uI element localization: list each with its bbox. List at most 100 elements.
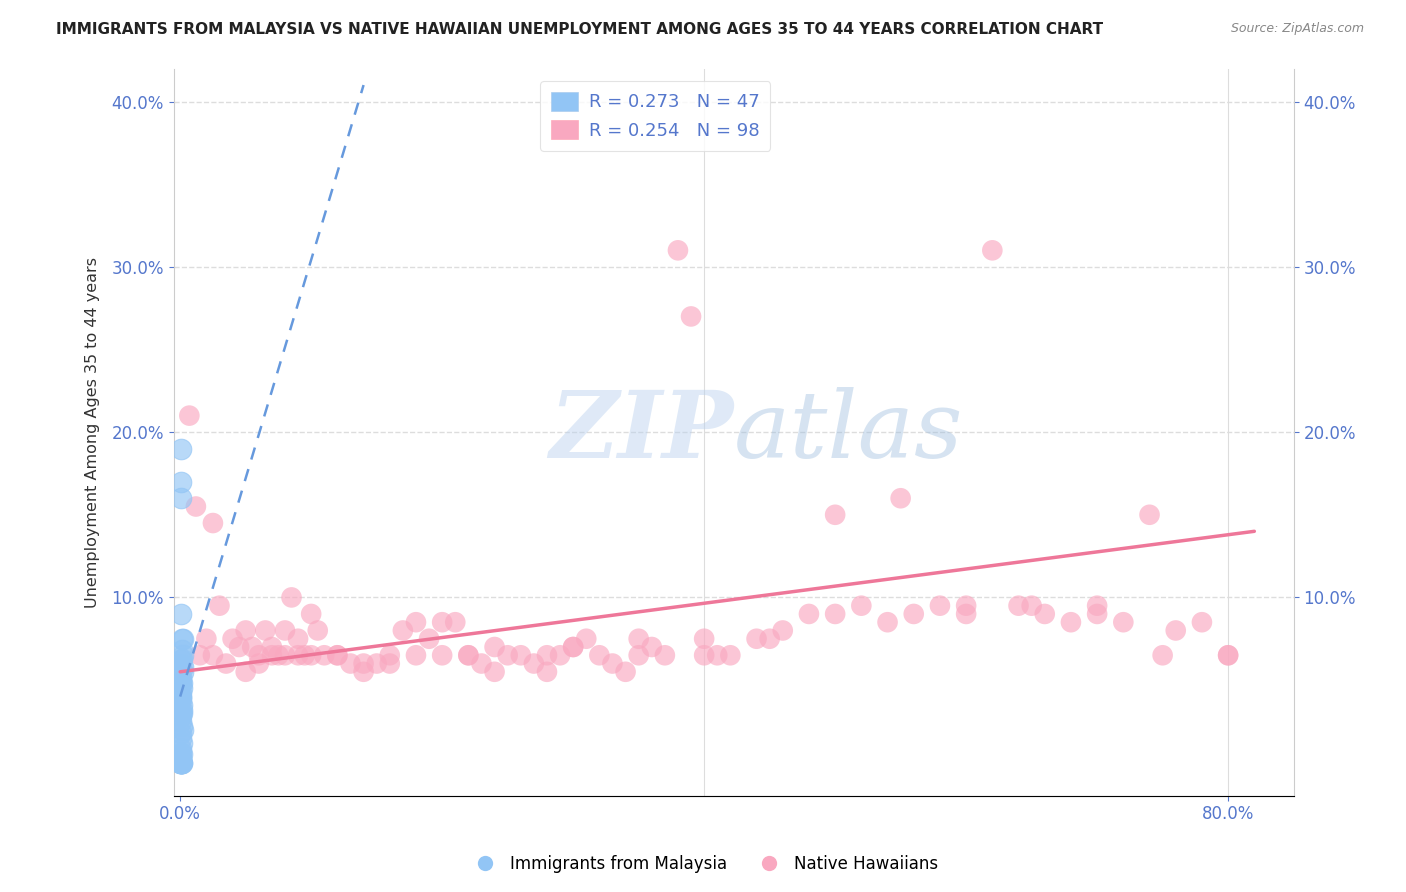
Y-axis label: Unemployment Among Ages 35 to 44 years: Unemployment Among Ages 35 to 44 years [86, 257, 100, 607]
Point [666, 244, 689, 258]
Point [170, 756, 193, 770]
Point [260, 648, 283, 663]
Point [274, 624, 297, 638]
Point [1060, 615, 1083, 630]
Point [772, 624, 794, 638]
Point [208, 599, 231, 613]
Point [536, 665, 558, 679]
Point [179, 409, 201, 423]
Text: atlas: atlas [734, 387, 963, 477]
Point [235, 624, 257, 638]
Point [457, 648, 479, 663]
Point [247, 648, 270, 663]
Point [172, 632, 194, 646]
Point [797, 607, 820, 621]
Point [172, 660, 194, 674]
Point [824, 607, 846, 621]
Point [1085, 607, 1108, 621]
Point [430, 648, 453, 663]
Point [1164, 624, 1187, 638]
Point [172, 736, 194, 750]
Point [170, 651, 193, 665]
Point [392, 624, 415, 638]
Point [353, 657, 375, 671]
Point [170, 706, 193, 720]
Point [353, 665, 375, 679]
Point [170, 746, 193, 760]
Point [509, 648, 531, 663]
Point [170, 756, 193, 770]
Point [287, 632, 309, 646]
Point [378, 657, 401, 671]
Point [366, 657, 388, 671]
Point [170, 686, 193, 700]
Point [378, 648, 401, 663]
Point [706, 648, 728, 663]
Point [195, 632, 218, 646]
Point [339, 657, 361, 671]
Point [170, 698, 193, 712]
Point [718, 648, 741, 663]
Point [1112, 615, 1135, 630]
Point [240, 640, 263, 654]
Point [955, 599, 977, 613]
Point [172, 632, 194, 646]
Point [693, 648, 716, 663]
Point [184, 500, 207, 514]
Point [169, 756, 191, 770]
Point [201, 516, 224, 530]
Point [326, 648, 349, 663]
Point [172, 723, 194, 737]
Point [170, 676, 193, 690]
Point [1191, 615, 1213, 630]
Point [260, 640, 283, 654]
Point [1216, 648, 1239, 663]
Point [562, 640, 585, 654]
Point [484, 665, 506, 679]
Point [1139, 508, 1161, 522]
Legend: Immigrants from Malaysia, Native Hawaiians: Immigrants from Malaysia, Native Hawaiia… [461, 848, 945, 880]
Point [614, 665, 637, 679]
Point [1007, 599, 1029, 613]
Point [172, 703, 194, 717]
Point [536, 648, 558, 663]
Point [627, 648, 650, 663]
Point [602, 657, 624, 671]
Text: IMMIGRANTS FROM MALAYSIA VS NATIVE HAWAIIAN UNEMPLOYMENT AMONG AGES 35 TO 44 YEA: IMMIGRANTS FROM MALAYSIA VS NATIVE HAWAI… [56, 22, 1104, 37]
Point [299, 648, 322, 663]
Point [170, 706, 193, 720]
Point [824, 508, 846, 522]
Point [228, 640, 250, 654]
Point [299, 607, 322, 621]
Point [170, 653, 193, 667]
Point [169, 756, 191, 770]
Point [170, 690, 193, 704]
Point [693, 632, 716, 646]
Point [1021, 599, 1043, 613]
Point [170, 607, 193, 621]
Point [562, 640, 585, 654]
Point [496, 648, 519, 663]
Point [170, 747, 193, 762]
Point [170, 731, 193, 745]
Point [314, 648, 336, 663]
Point [851, 599, 873, 613]
Point [654, 648, 676, 663]
Point [681, 310, 703, 324]
Point [326, 648, 349, 663]
Point [575, 632, 598, 646]
Point [890, 491, 912, 506]
Point [170, 756, 193, 770]
Point [170, 709, 193, 723]
Point [172, 665, 194, 679]
Text: ZIP: ZIP [550, 387, 734, 477]
Point [1152, 648, 1174, 663]
Point [172, 676, 194, 690]
Point [170, 690, 193, 704]
Point [444, 615, 467, 630]
Point [221, 632, 243, 646]
Point [170, 681, 193, 696]
Point [170, 750, 193, 764]
Point [523, 657, 546, 671]
Point [280, 591, 302, 605]
